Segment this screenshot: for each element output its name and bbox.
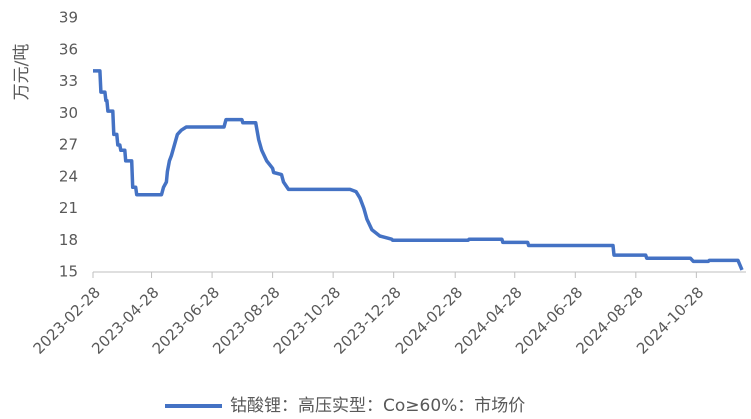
y-tick-label: 39 [59, 9, 78, 27]
y-tick-label: 15 [59, 263, 78, 281]
y-tick-label: 33 [59, 72, 78, 90]
y-axis-label: 万元/吨 [12, 44, 32, 101]
y-tick-label: 21 [59, 199, 78, 217]
y-tick-label: 18 [59, 231, 78, 249]
y-tick-label: 36 [59, 40, 78, 58]
line [93, 69, 744, 271]
legend-label: 钴酸锂：高压实型：Co≥60%：市场价 [230, 396, 525, 416]
y-tick-label: 24 [59, 167, 78, 185]
y-tick-label: 30 [59, 104, 78, 122]
y-tick-label: 27 [59, 136, 78, 154]
